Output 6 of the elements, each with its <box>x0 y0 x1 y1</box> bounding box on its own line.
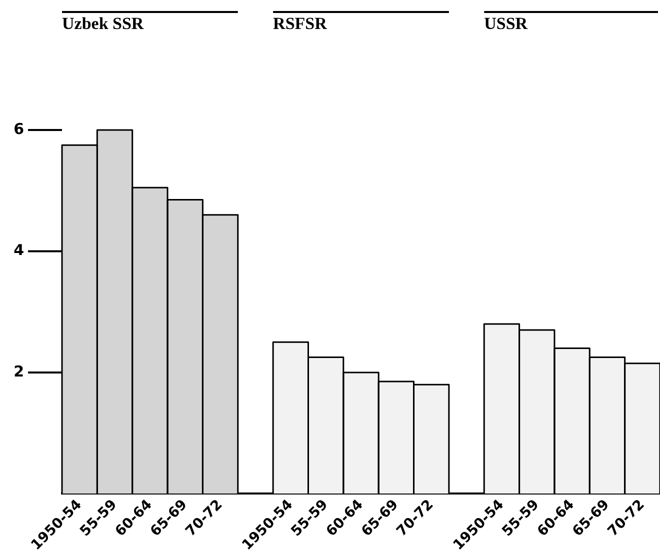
y-tick-label: 6 <box>14 120 24 138</box>
y-tick-label: 2 <box>14 362 24 380</box>
text: Uzbek SSR <box>62 14 144 33</box>
text: RSFSR <box>273 14 328 33</box>
text: USSR <box>484 14 528 33</box>
y-tick-label: 4 <box>14 241 24 260</box>
